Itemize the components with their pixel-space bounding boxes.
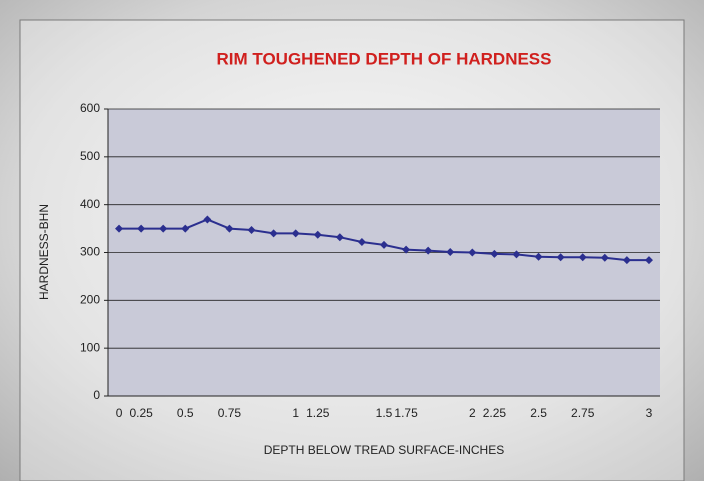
- marker: [137, 224, 146, 233]
- x-axis-title: DEPTH BELOW TREAD SURFACE-INCHES: [264, 443, 504, 457]
- marker: [556, 253, 565, 262]
- x-tick-label: 0.25: [129, 406, 153, 420]
- y-tick-label: 600: [80, 101, 100, 115]
- y-tick-label: 0: [93, 388, 100, 402]
- y-axis-title: HARDNESS-BHN: [37, 204, 51, 300]
- marker: [269, 229, 278, 238]
- y-tick-label: 100: [80, 340, 100, 354]
- marker: [622, 256, 631, 265]
- x-tick-label: 1.25: [306, 406, 330, 420]
- marker: [247, 226, 256, 235]
- marker: [402, 245, 411, 254]
- marker: [512, 250, 521, 259]
- x-tick-label: 0.75: [218, 406, 242, 420]
- marker: [578, 253, 587, 262]
- marker: [335, 233, 344, 242]
- y-tick-label: 200: [80, 293, 100, 307]
- x-tick-label: 2.25: [483, 406, 507, 420]
- marker: [181, 224, 190, 233]
- marker: [534, 252, 543, 261]
- marker: [490, 249, 499, 258]
- x-tick-label: 2.75: [571, 406, 595, 420]
- x-tick-label: 1: [292, 406, 299, 420]
- x-tick-label: 0: [116, 406, 123, 420]
- y-tick-label: 500: [80, 149, 100, 163]
- marker: [291, 229, 300, 238]
- marker: [380, 240, 388, 249]
- x-tick-label: 2.5: [530, 406, 547, 420]
- marker: [313, 230, 322, 239]
- marker: [468, 248, 477, 257]
- marker: [203, 215, 212, 224]
- marker: [225, 224, 234, 233]
- x-tick-label: 1.5: [376, 406, 393, 420]
- y-tick-label: 400: [80, 197, 100, 211]
- marker: [115, 224, 124, 233]
- y-tick-label: 300: [80, 245, 100, 259]
- marker: [446, 248, 455, 257]
- x-tick-label: 2: [469, 406, 476, 420]
- marker: [424, 246, 433, 255]
- marker: [600, 253, 609, 262]
- marker: [644, 256, 653, 265]
- x-tick-label: 0.5: [177, 406, 194, 420]
- marker: [357, 237, 366, 246]
- marker: [159, 224, 168, 233]
- chart-title: RIM TOUGHENED DEPTH OF HARDNESS: [217, 49, 552, 68]
- x-tick-label: 3: [646, 406, 653, 420]
- x-tick-label: 1.75: [394, 406, 418, 420]
